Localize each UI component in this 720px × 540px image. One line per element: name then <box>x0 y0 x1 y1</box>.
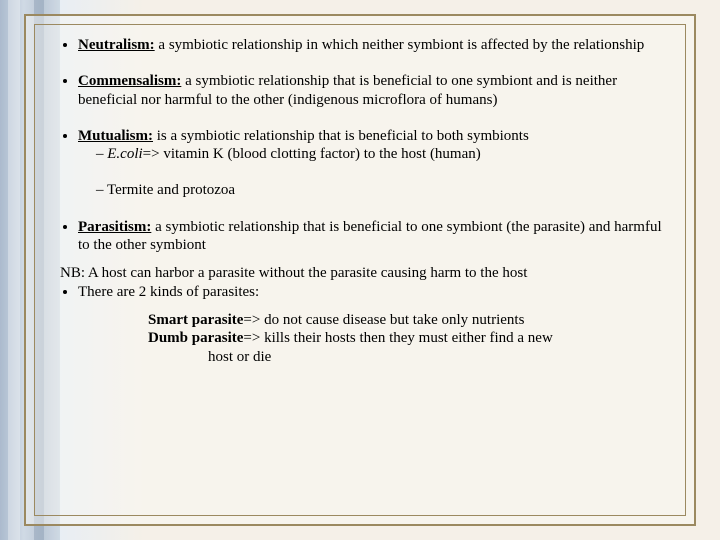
kind-name: Dumb parasite <box>148 330 243 346</box>
nb-block: NB: A host can harbor a parasite without… <box>60 264 668 365</box>
sub-termite: Termite and protozoa <box>96 181 668 199</box>
definition: a symbiotic relationship in which neithe… <box>155 37 645 53</box>
nb-kinds: Smart parasite=> do not cause disease bu… <box>60 311 668 366</box>
bullet-mutualism: Mutualism: is a symbiotic relationship t… <box>78 127 668 200</box>
bullet-neutralism: Neutralism: a symbiotic relationship in … <box>78 36 668 54</box>
slide-content: Neutralism: a symbiotic relationship in … <box>60 36 668 504</box>
bullet-parasitism: Parasitism: a symbiotic relationship tha… <box>78 218 668 255</box>
mutualism-sublist: E.coli=> vitamin K (blood clotting facto… <box>78 145 668 200</box>
kind-name: Smart parasite <box>148 312 243 328</box>
sub-rest: => vitamin K (blood clotting factor) to … <box>143 146 481 162</box>
definition: is a symbiotic relationship that is bene… <box>153 128 529 144</box>
slide: Neutralism: a symbiotic relationship in … <box>0 0 720 540</box>
bullet-commensalism: Commensalism: a symbiotic relationship t… <box>78 72 668 109</box>
nb-sub-bullet: There are 2 kinds of parasites: <box>78 283 668 301</box>
sub-ecoli: E.coli=> vitamin K (blood clotting facto… <box>96 145 668 163</box>
kind-desc: => kills their hosts then they must eith… <box>243 330 552 346</box>
sub-rest: Termite and protozoa <box>107 182 235 198</box>
kind-smart: Smart parasite=> do not cause disease bu… <box>148 311 668 329</box>
term: Mutualism: <box>78 128 153 144</box>
nb-line: NB: A host can harbor a parasite without… <box>60 264 668 282</box>
kind-desc: => do not cause disease but take only nu… <box>243 312 524 328</box>
nb-sub-list: There are 2 kinds of parasites: <box>60 283 668 301</box>
term: Commensalism: <box>78 73 181 89</box>
term: Neutralism: <box>78 37 155 53</box>
sub-italic: E.coli <box>107 146 142 162</box>
definition: a symbiotic relationship that is benefic… <box>78 219 662 253</box>
kind-dumb: Dumb parasite=> kills their hosts then t… <box>148 329 668 347</box>
term: Parasitism: <box>78 219 151 235</box>
bullet-list: Neutralism: a symbiotic relationship in … <box>60 36 668 254</box>
kind-dumb-cont: host or die <box>148 348 668 366</box>
